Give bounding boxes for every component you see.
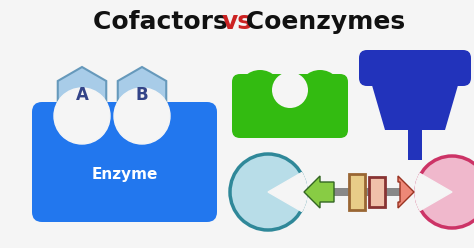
Circle shape [238,70,282,114]
Text: Coenzymes: Coenzymes [237,10,405,34]
Circle shape [54,88,110,144]
Polygon shape [304,176,334,208]
Circle shape [272,72,308,108]
Bar [334,188,400,196]
Polygon shape [367,68,463,130]
Polygon shape [58,67,106,123]
Bar [369,177,385,207]
Text: Cofactors: Cofactors [93,10,237,34]
Bar [408,130,422,160]
Polygon shape [398,176,414,208]
Text: vs: vs [221,10,253,34]
FancyBboxPatch shape [359,50,471,86]
Circle shape [230,154,306,230]
Circle shape [114,88,170,144]
Circle shape [298,70,342,114]
Text: Enzyme: Enzyme [91,166,158,182]
FancyBboxPatch shape [232,74,348,138]
Wedge shape [415,174,452,211]
Circle shape [416,156,474,228]
Wedge shape [268,173,307,212]
Bar [349,174,365,210]
Text: B: B [136,86,148,104]
Text: A: A [75,86,89,104]
Polygon shape [118,67,166,123]
FancyBboxPatch shape [32,102,217,222]
